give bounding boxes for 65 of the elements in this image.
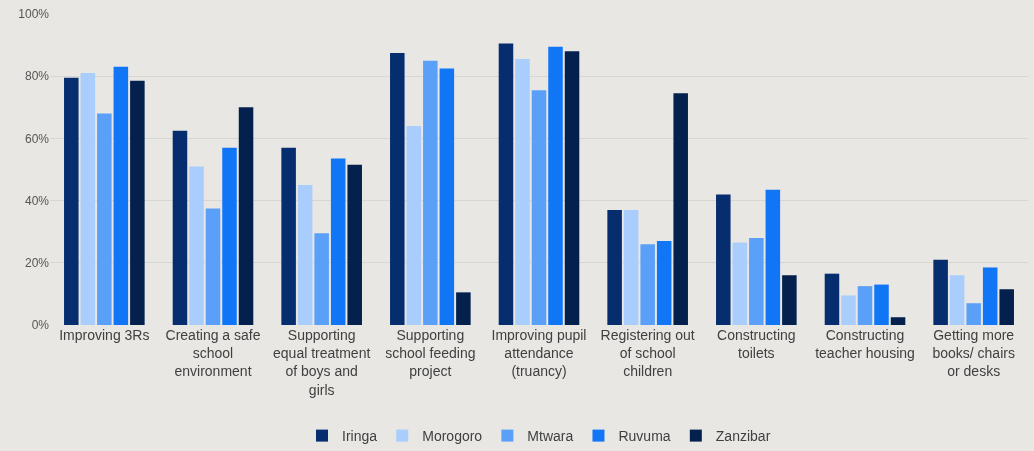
bar — [439, 68, 455, 325]
bar — [564, 51, 580, 325]
bar — [640, 244, 655, 325]
bar — [607, 209, 622, 325]
bar — [732, 242, 748, 325]
legend-label: Ruvuma — [618, 428, 671, 445]
bar — [64, 77, 79, 325]
y-tick-label: 0% — [31, 318, 50, 333]
bar — [531, 90, 547, 325]
bar — [890, 317, 906, 325]
x-tick-label: Creating a safe school environment — [165, 327, 261, 380]
bar — [406, 125, 422, 325]
x-tick-label: Registering out of school children — [600, 327, 695, 380]
bar — [222, 147, 237, 325]
bar — [656, 241, 672, 325]
legend-label: Morogoro — [422, 428, 483, 445]
bar — [113, 66, 129, 325]
bar — [80, 73, 96, 325]
bar — [515, 59, 530, 325]
bar — [716, 194, 731, 325]
bar — [238, 107, 254, 325]
bar — [966, 303, 981, 325]
bar — [130, 80, 145, 325]
legend-label: Mtwara — [527, 428, 574, 445]
y-tick-label: 20% — [24, 256, 50, 270]
bar — [933, 259, 948, 325]
bar — [423, 60, 438, 325]
legend-label: Zanzibar — [715, 428, 771, 445]
x-tick-label: Supporting school feeding project — [385, 327, 476, 380]
bar — [330, 158, 346, 325]
x-tick-label: Improving 3Rs — [59, 327, 150, 343]
legend-label: Iringa — [342, 428, 378, 445]
bar — [623, 209, 639, 325]
x-tick-label: Constructing teacher housing — [815, 327, 915, 362]
bar — [765, 189, 781, 325]
y-tick-label: 80% — [24, 69, 50, 84]
bar — [982, 267, 998, 325]
y-tick-label: 60% — [24, 131, 50, 146]
bar — [782, 275, 797, 325]
bar — [749, 237, 764, 325]
bar — [456, 292, 471, 325]
bar — [205, 208, 221, 325]
bar — [347, 164, 362, 325]
bar — [548, 46, 563, 325]
bar — [874, 284, 889, 325]
x-tick-label: Supporting equal treatment of boys and girls — [273, 327, 371, 398]
bar — [189, 166, 204, 325]
bar — [172, 130, 188, 325]
bar — [498, 43, 514, 325]
bar — [297, 185, 313, 325]
y-tick-label: 40% — [24, 193, 50, 208]
x-tick-label: Improving pupil attendance (truancy) — [491, 327, 587, 380]
y-tick-label: 100% — [18, 7, 50, 22]
bar — [390, 52, 405, 325]
x-tick-label: Constructing toilets — [717, 327, 796, 362]
bar — [97, 113, 112, 325]
bar — [949, 275, 965, 325]
bar — [824, 273, 840, 325]
bar — [841, 295, 856, 325]
bar — [314, 233, 329, 325]
bar — [857, 286, 873, 325]
x-tick-label: Getting more books/ chairs or desks — [932, 327, 1015, 380]
bar — [999, 289, 1014, 325]
bar — [673, 93, 688, 325]
bar — [281, 147, 296, 325]
